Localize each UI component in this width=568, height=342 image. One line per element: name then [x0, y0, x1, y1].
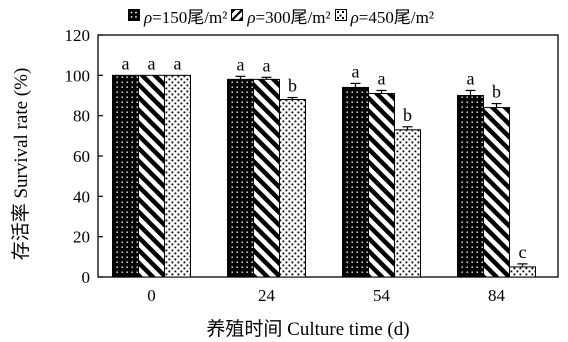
- legend-label-300: ρ=300尾/m²: [247, 7, 331, 27]
- significance-label: a: [122, 53, 130, 73]
- x-tick-label: 0: [147, 286, 156, 305]
- y-tick-label: 40: [73, 187, 90, 206]
- legend-swatch-dotted: [334, 9, 347, 21]
- significance-label: a: [237, 54, 245, 74]
- bar: [279, 99, 306, 278]
- bar: [112, 74, 139, 278]
- y-tick-label: 20: [73, 228, 90, 247]
- bar: [253, 78, 280, 278]
- x-tick-label: 54: [373, 286, 391, 305]
- significance-label: a: [148, 53, 156, 73]
- y-axis-label: 存活率 Survival rate (%): [10, 68, 32, 261]
- bar: [394, 129, 421, 278]
- y-tick-label: 0: [82, 268, 91, 287]
- legend-item-450: ρ=450尾/m²: [334, 3, 434, 28]
- legend-label-150: ρ=150尾/m²: [144, 7, 228, 27]
- bar: [457, 95, 484, 278]
- legend-swatch-dots-on-black: [128, 9, 140, 21]
- legend-swatch-stripes: [231, 9, 244, 21]
- x-tick-label: 84: [488, 286, 506, 305]
- bar: [138, 74, 165, 278]
- y-tick-label: 80: [73, 107, 90, 126]
- y-tick-label: 120: [65, 26, 91, 45]
- significance-label: a: [352, 61, 360, 81]
- x-axis-label: 养殖时间 Culture time (d): [206, 318, 409, 340]
- y-tick-label: 60: [73, 147, 90, 166]
- significance-label: a: [467, 68, 475, 88]
- chart-legend: ρ=150尾/m² ρ=300尾/m² ρ=450尾/m²: [128, 3, 438, 28]
- significance-label: a: [263, 55, 271, 75]
- bar: [509, 266, 536, 278]
- significance-label: b: [403, 105, 412, 125]
- legend-item-300: ρ=300尾/m²: [231, 3, 331, 28]
- bar: [342, 86, 369, 278]
- significance-label: a: [378, 68, 386, 88]
- significance-label: a: [174, 53, 182, 73]
- significance-label: b: [492, 82, 501, 102]
- legend-item-150: ρ=150尾/m²: [128, 3, 227, 28]
- bar: [227, 78, 254, 278]
- bar: [483, 107, 510, 278]
- significance-label: c: [519, 242, 527, 262]
- bar: [164, 74, 191, 278]
- significance-label: b: [288, 76, 297, 96]
- y-tick-label: 100: [65, 66, 91, 85]
- bar: [368, 92, 395, 278]
- legend-label-450: ρ=450尾/m²: [350, 7, 434, 27]
- x-tick-label: 24: [258, 286, 276, 305]
